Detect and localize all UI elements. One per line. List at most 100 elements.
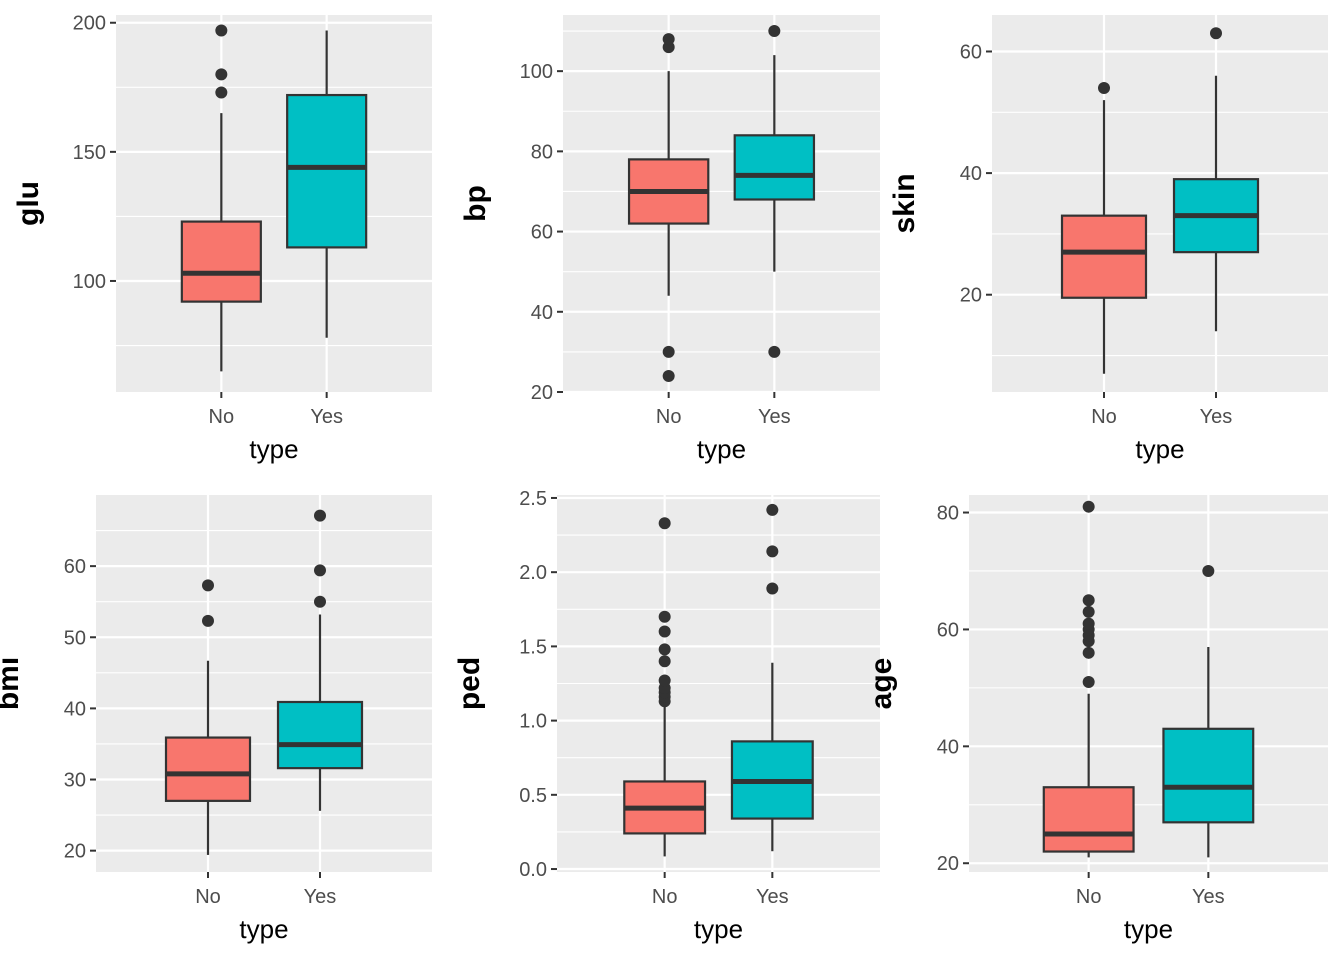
y-axis-title: glu bbox=[12, 181, 45, 226]
outlier-point bbox=[215, 68, 228, 81]
x-axis-title: type bbox=[239, 914, 288, 944]
y-tick-label: 80 bbox=[531, 141, 553, 163]
y-tick-label: 60 bbox=[531, 222, 553, 244]
x-tick-label: Yes bbox=[1200, 406, 1233, 428]
x-axis-title: type bbox=[694, 914, 743, 944]
outlier-point bbox=[768, 345, 781, 358]
outlier-point bbox=[662, 369, 675, 382]
x-axis-title: type bbox=[697, 434, 746, 464]
x-tick-label: No bbox=[209, 406, 235, 428]
y-tick-label: 0.0 bbox=[519, 859, 547, 881]
outlier-point bbox=[215, 24, 228, 37]
x-tick-label: Yes bbox=[1192, 886, 1225, 908]
outlier-point bbox=[658, 610, 671, 623]
outlier-point bbox=[658, 517, 671, 530]
box-yes bbox=[276, 509, 364, 811]
outlier-point bbox=[768, 25, 781, 38]
outlier-point bbox=[1082, 646, 1095, 659]
panel-background bbox=[969, 495, 1328, 872]
outlier-point bbox=[658, 674, 671, 687]
y-tick-label: 0.5 bbox=[519, 785, 547, 807]
x-tick-label: Yes bbox=[756, 886, 789, 908]
y-tick-label: 150 bbox=[73, 142, 106, 164]
box-no bbox=[1060, 81, 1148, 374]
y-tick-label: 60 bbox=[960, 41, 982, 63]
outlier-point bbox=[1082, 500, 1095, 513]
box-no bbox=[180, 24, 262, 372]
y-axis-title: bp bbox=[459, 185, 492, 222]
y-tick-label: 40 bbox=[531, 302, 553, 324]
x-tick-label: No bbox=[1091, 406, 1117, 428]
x-tick-label: No bbox=[1076, 886, 1102, 908]
outlier-point bbox=[1210, 27, 1222, 40]
y-tick-label: 50 bbox=[64, 627, 86, 649]
y-tick-label: 60 bbox=[64, 556, 86, 578]
y-axis-title: age bbox=[865, 658, 898, 710]
outlier-point bbox=[766, 545, 779, 558]
outlier-point bbox=[1082, 617, 1095, 630]
y-tick-label: 1.0 bbox=[519, 711, 547, 733]
y-tick-label: 100 bbox=[520, 61, 553, 83]
x-axis-title: type bbox=[1124, 914, 1173, 944]
box-no bbox=[1042, 500, 1135, 858]
y-tick-label: 20 bbox=[64, 841, 86, 863]
outlier-point bbox=[314, 509, 326, 522]
x-tick-label: No bbox=[652, 886, 678, 908]
iqr-box bbox=[1042, 786, 1135, 853]
y-axis-title: skin bbox=[888, 173, 921, 233]
x-tick-label: Yes bbox=[310, 406, 343, 428]
panel-background bbox=[116, 15, 432, 392]
outlier-point bbox=[1202, 564, 1215, 577]
outlier-point bbox=[766, 503, 779, 516]
outlier-point bbox=[658, 643, 671, 656]
y-tick-label: 2.5 bbox=[519, 488, 547, 510]
outlier-point bbox=[202, 579, 214, 592]
y-tick-label: 2.0 bbox=[519, 562, 547, 584]
y-axis-title: ped bbox=[453, 657, 486, 710]
iqr-box bbox=[286, 93, 368, 249]
box-yes bbox=[1172, 27, 1260, 332]
y-tick-label: 1.5 bbox=[519, 636, 547, 658]
iqr-box bbox=[180, 220, 262, 303]
x-axis-title: type bbox=[1135, 434, 1184, 464]
iqr-box bbox=[1060, 214, 1148, 299]
y-tick-label: 20 bbox=[937, 853, 959, 875]
panel-background bbox=[96, 495, 432, 872]
iqr-box bbox=[1162, 727, 1255, 824]
outlier-point bbox=[1082, 676, 1095, 689]
x-tick-label: Yes bbox=[304, 886, 337, 908]
y-tick-label: 100 bbox=[73, 271, 106, 293]
y-tick-label: 40 bbox=[937, 736, 959, 758]
outlier-point bbox=[1098, 81, 1110, 94]
box-yes bbox=[286, 30, 368, 338]
box-no bbox=[164, 579, 252, 855]
outlier-point bbox=[766, 582, 779, 595]
x-tick-label: No bbox=[195, 886, 221, 908]
y-tick-label: 40 bbox=[64, 698, 86, 720]
y-tick-label: 80 bbox=[937, 503, 959, 525]
outlier-point bbox=[202, 614, 214, 627]
outlier-point bbox=[1082, 605, 1095, 618]
box-yes bbox=[730, 503, 814, 852]
iqr-box bbox=[276, 700, 364, 770]
outlier-point bbox=[662, 33, 675, 46]
box-no bbox=[627, 33, 710, 382]
outlier-point bbox=[1082, 594, 1095, 607]
panel-background bbox=[563, 15, 880, 392]
y-axis-title: bmi bbox=[0, 657, 25, 710]
x-axis-title: type bbox=[249, 434, 298, 464]
iqr-box bbox=[733, 134, 816, 201]
box-yes bbox=[1162, 564, 1255, 858]
outlier-point bbox=[662, 345, 675, 358]
outlier-point bbox=[314, 564, 326, 577]
outlier-point bbox=[658, 655, 671, 668]
outlier-point bbox=[658, 625, 671, 638]
iqr-box bbox=[164, 736, 252, 802]
outlier-point bbox=[314, 595, 326, 608]
